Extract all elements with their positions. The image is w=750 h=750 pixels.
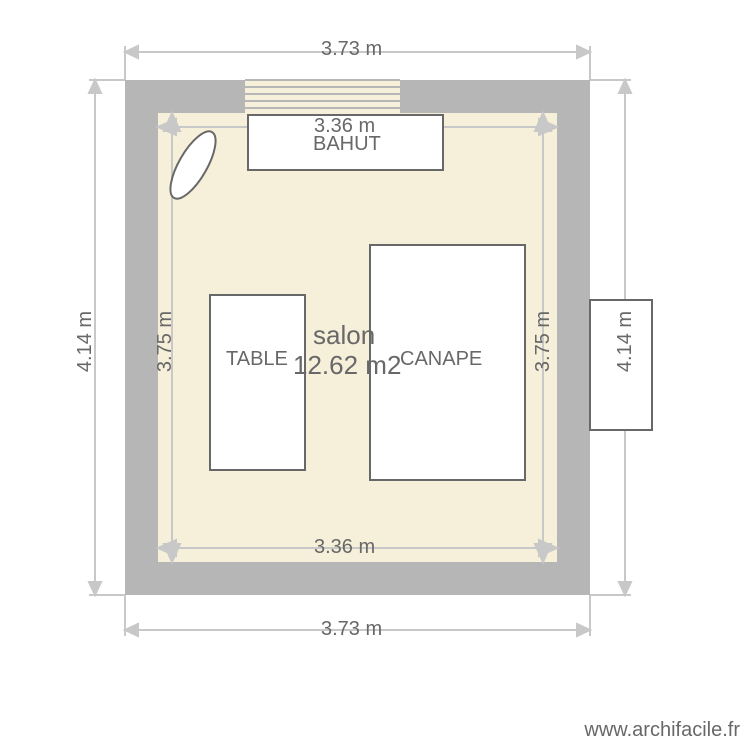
dim-label-inner-right: 3.75 m [532,311,555,372]
dim-label-outer-right: 4.14 m [614,311,637,372]
bahut-label: BAHUT [313,133,381,156]
dim-label-outer-left: 4.14 m [74,311,97,372]
furniture-table [210,295,305,470]
dim-label-outer-top: 3.73 m [321,38,382,61]
table-label: TABLE [226,348,288,371]
watermark: www.archifacile.fr [584,719,740,742]
room-area-label: 12.62 m2 [293,350,401,381]
dim-label-inner-left: 3.75 m [154,311,177,372]
floorplan-canvas: 3.73 m 3.73 m 4.14 m 4.14 m 3.36 m 3.36 … [0,0,750,750]
dim-label-outer-bottom: 3.73 m [321,618,382,641]
dim-label-inner-bottom: 3.36 m [314,536,375,559]
room-name-label: salon [313,320,375,351]
canape-label: CANAPE [400,348,482,371]
